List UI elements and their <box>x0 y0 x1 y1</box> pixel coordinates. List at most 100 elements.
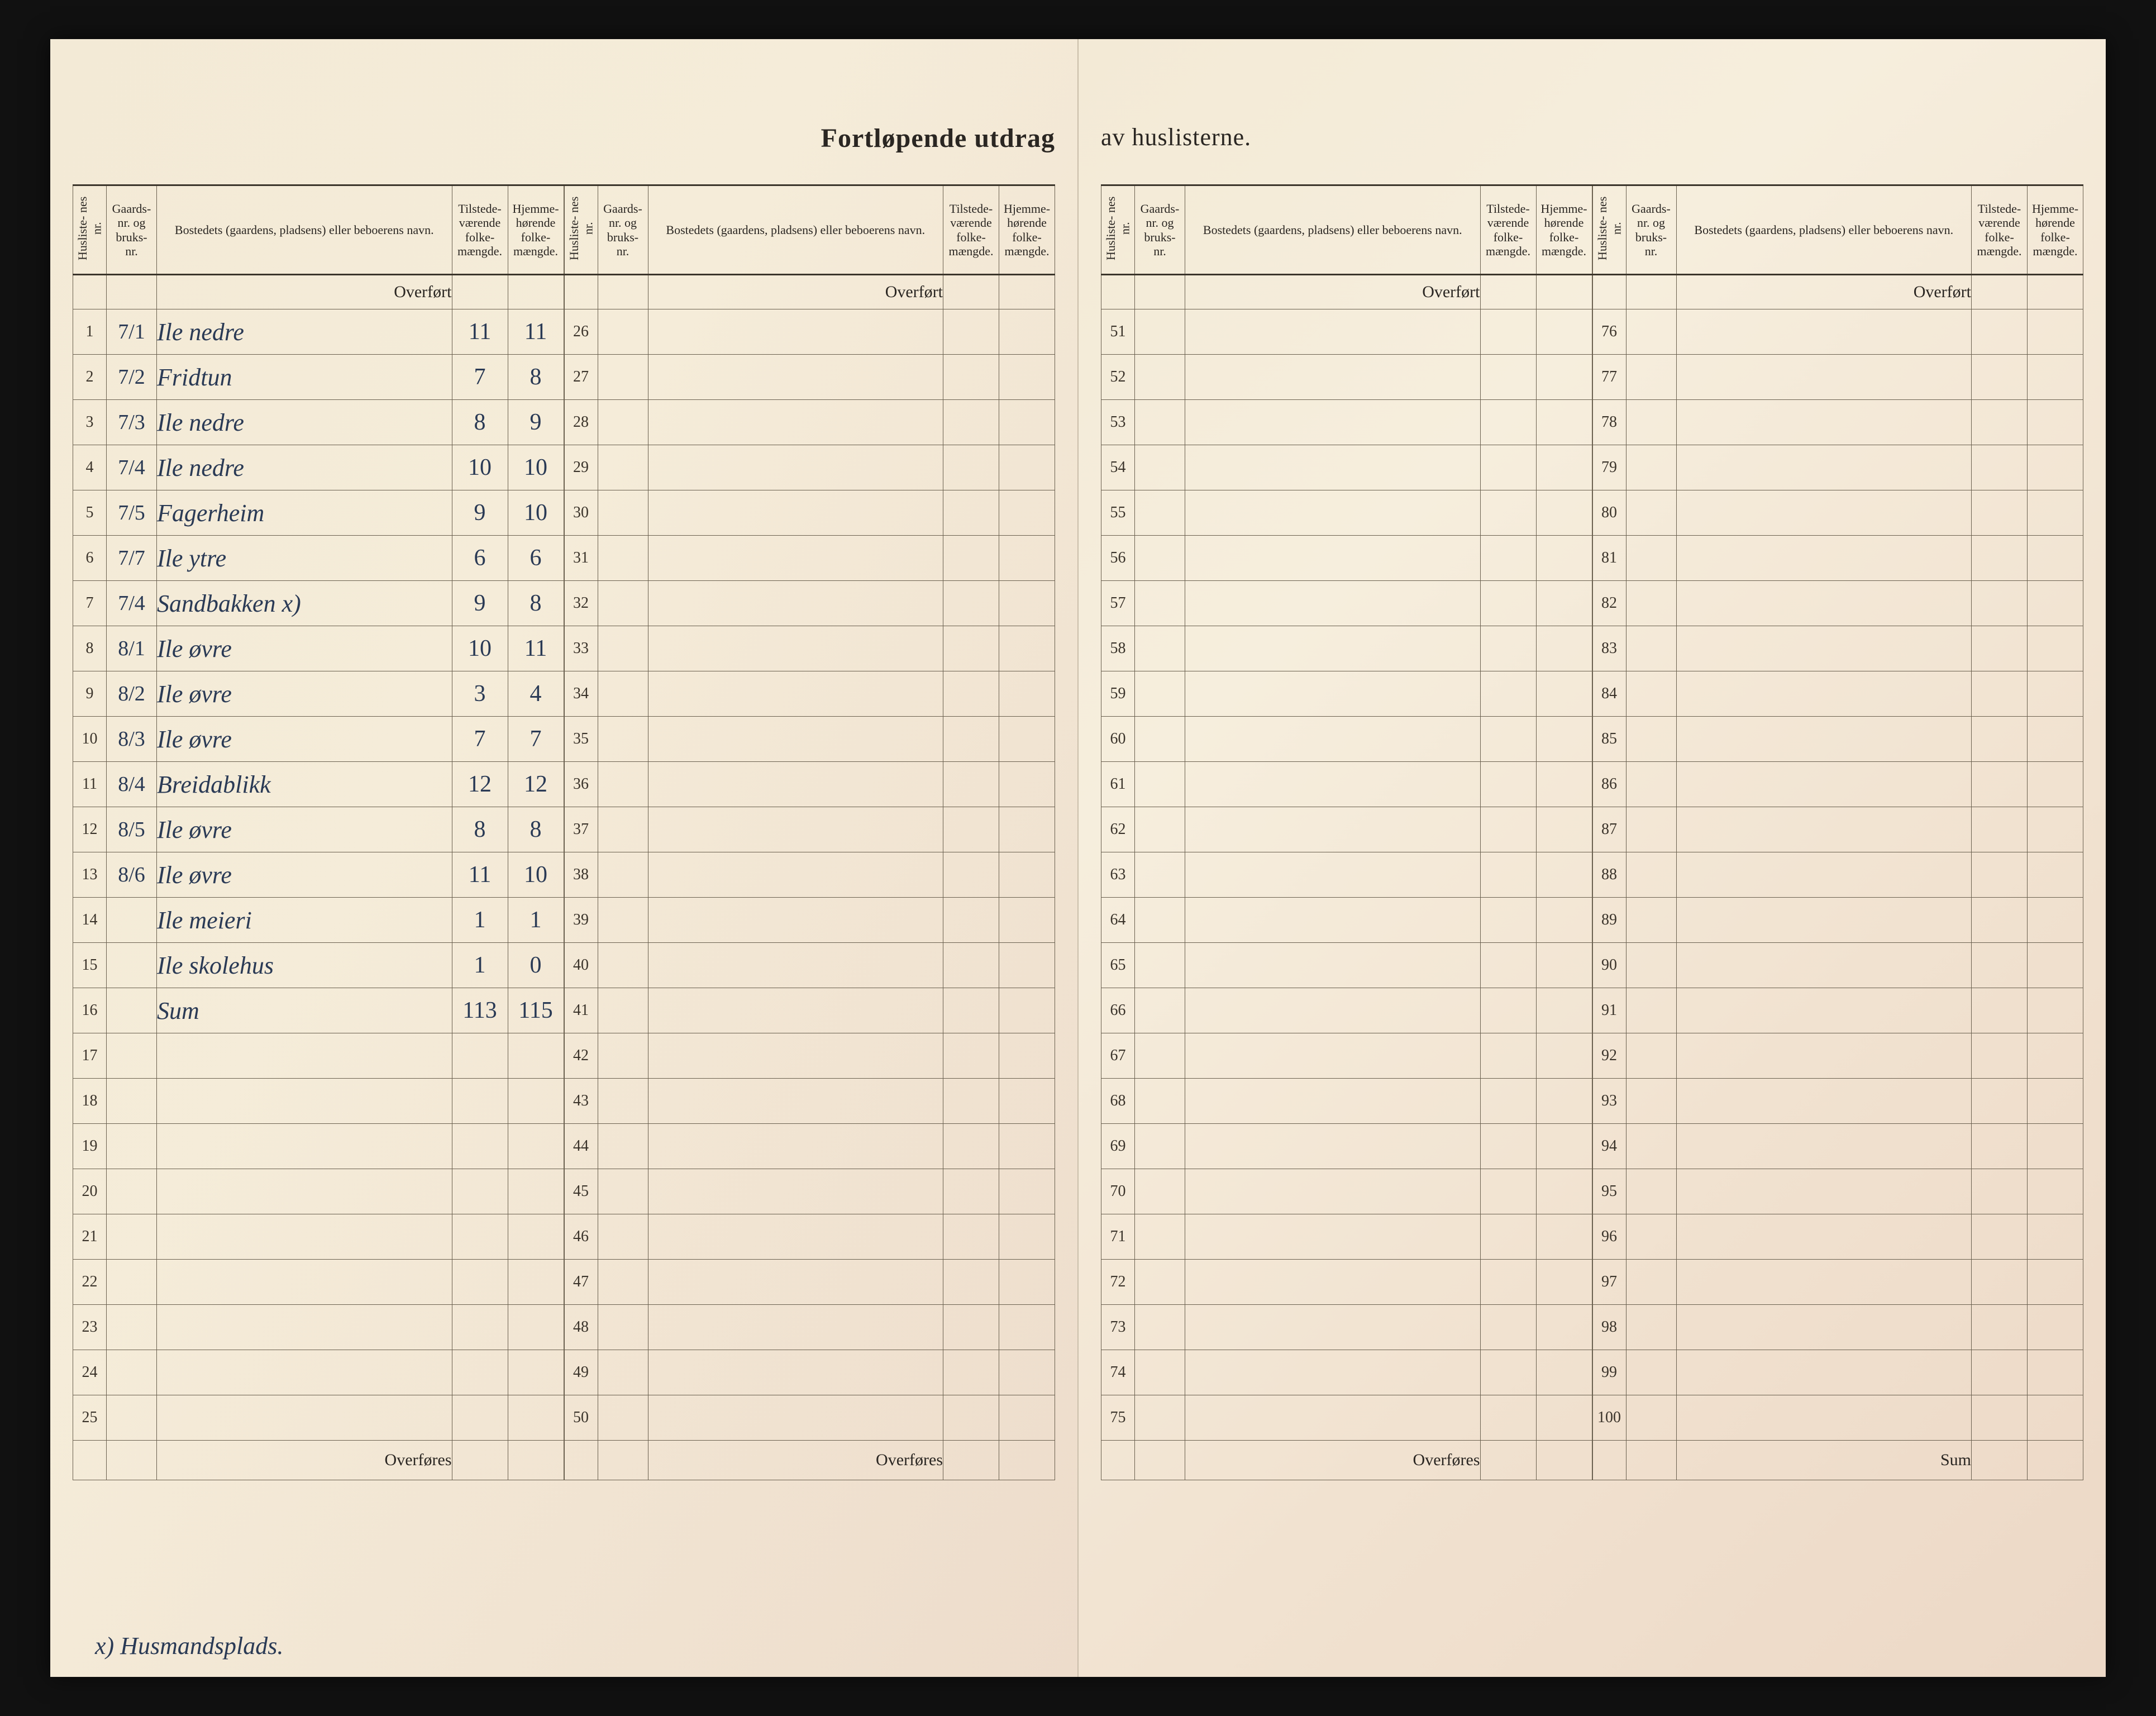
page-title-right: av huslisterne. <box>1079 123 2106 151</box>
row-number: 58 <box>1101 626 1135 671</box>
row-hjemme <box>2028 1124 2083 1169</box>
row-gaard <box>598 1214 648 1260</box>
row-gaard <box>1135 490 1185 536</box>
row-hjemme <box>999 943 1055 988</box>
th-bosted: Bostedets (gaardens, pladsens) eller beb… <box>648 185 943 275</box>
row-name <box>1185 445 1481 490</box>
row-name: Ile nedre <box>157 309 452 355</box>
table-row: 63 <box>1101 852 1592 898</box>
table-row: 88 <box>1592 852 2083 898</box>
overfort-label: Overført <box>648 275 943 309</box>
row-hjemme <box>999 807 1055 852</box>
row-name <box>157 1214 452 1260</box>
row-name <box>648 1305 943 1350</box>
row-gaard <box>1135 717 1185 762</box>
row-gaard <box>1626 1169 1676 1214</box>
table-row: 89 <box>1592 898 2083 943</box>
row-number: 34 <box>564 671 598 717</box>
row-tilstede <box>943 490 999 536</box>
row-number: 97 <box>1592 1260 1626 1305</box>
ledger-table-4: Husliste- nes nr. Gaards- nr. og bruks- … <box>1592 184 2084 1480</box>
table-row: 37 <box>564 807 1055 852</box>
row-hjemme <box>2028 1169 2083 1214</box>
row-name <box>1185 490 1481 536</box>
row-tilstede <box>452 1305 508 1350</box>
row-hjemme <box>2028 581 2083 626</box>
row-gaard <box>1135 762 1185 807</box>
right-ledger-row: Husliste- nes nr. Gaards- nr. og bruks- … <box>1101 73 2083 1480</box>
row-name <box>157 1033 452 1079</box>
row-number: 8 <box>73 626 107 671</box>
row-hjemme <box>1536 355 1592 400</box>
row-number: 10 <box>73 717 107 762</box>
row-number: 42 <box>564 1033 598 1079</box>
row-gaard <box>1626 1350 1676 1395</box>
row-name <box>648 898 943 943</box>
row-gaard <box>598 943 648 988</box>
row-hjemme <box>2028 445 2083 490</box>
row-name <box>648 1124 943 1169</box>
overfort-row: Overført <box>1592 275 2083 309</box>
row-number: 25 <box>73 1395 107 1441</box>
row-gaard <box>1626 671 1676 717</box>
row-hjemme <box>1536 490 1592 536</box>
row-number: 53 <box>1101 400 1135 445</box>
row-hjemme <box>1536 807 1592 852</box>
row-tilstede: 10 <box>452 626 508 671</box>
row-gaard <box>598 490 648 536</box>
row-number: 15 <box>73 943 107 988</box>
row-tilstede <box>1480 490 1536 536</box>
table-row: 92 <box>1592 1033 2083 1079</box>
row-gaard <box>1626 1214 1676 1260</box>
row-name <box>1676 490 1972 536</box>
row-name <box>1676 1124 1972 1169</box>
row-number: 74 <box>1101 1350 1135 1395</box>
row-name <box>1185 943 1481 988</box>
row-gaard <box>107 898 157 943</box>
row-gaard <box>598 671 648 717</box>
th-husliste: Husliste- nes nr. <box>73 185 107 275</box>
row-hjemme <box>999 581 1055 626</box>
row-name <box>648 1214 943 1260</box>
row-gaard <box>598 1079 648 1124</box>
row-name <box>648 852 943 898</box>
row-tilstede <box>1480 626 1536 671</box>
row-hjemme <box>2028 988 2083 1033</box>
row-gaard <box>107 1395 157 1441</box>
row-name <box>1676 898 1972 943</box>
row-hjemme <box>2028 807 2083 852</box>
row-tilstede <box>1480 1395 1536 1441</box>
table-row: 76 <box>1592 309 2083 355</box>
row-hjemme <box>2028 1260 2083 1305</box>
row-name: Sandbakken x) <box>157 581 452 626</box>
row-tilstede <box>1480 309 1536 355</box>
row-number: 60 <box>1101 717 1135 762</box>
row-hjemme <box>508 1124 564 1169</box>
row-tilstede <box>452 1079 508 1124</box>
row-name <box>648 1395 943 1441</box>
table-row: 43 <box>564 1079 1055 1124</box>
row-name: Ile ytre <box>157 536 452 581</box>
row-hjemme <box>999 717 1055 762</box>
row-name <box>648 762 943 807</box>
row-name <box>1676 400 1972 445</box>
row-name <box>1676 309 1972 355</box>
th-hjemme: Hjemme- hørende folke- mængde. <box>508 185 564 275</box>
table-row: 15Ile skolehus10 <box>73 943 564 988</box>
row-number: 51 <box>1101 309 1135 355</box>
row-number: 78 <box>1592 400 1626 445</box>
row-gaard <box>1135 1079 1185 1124</box>
row-number: 81 <box>1592 536 1626 581</box>
title-strong: Fortløpende utdrag <box>821 123 1055 153</box>
table-row: 47/4Ile nedre1010 <box>73 445 564 490</box>
row-hjemme <box>2028 1350 2083 1395</box>
row-tilstede <box>1480 355 1536 400</box>
table-row: 30 <box>564 490 1055 536</box>
table-row: 52 <box>1101 355 1592 400</box>
row-number: 41 <box>564 988 598 1033</box>
row-number: 71 <box>1101 1214 1135 1260</box>
tbody-2: Overført 2627282930313233343536373839404… <box>564 275 1055 1441</box>
table-row: 67 <box>1101 1033 1592 1079</box>
row-hjemme <box>999 400 1055 445</box>
row-name <box>648 490 943 536</box>
